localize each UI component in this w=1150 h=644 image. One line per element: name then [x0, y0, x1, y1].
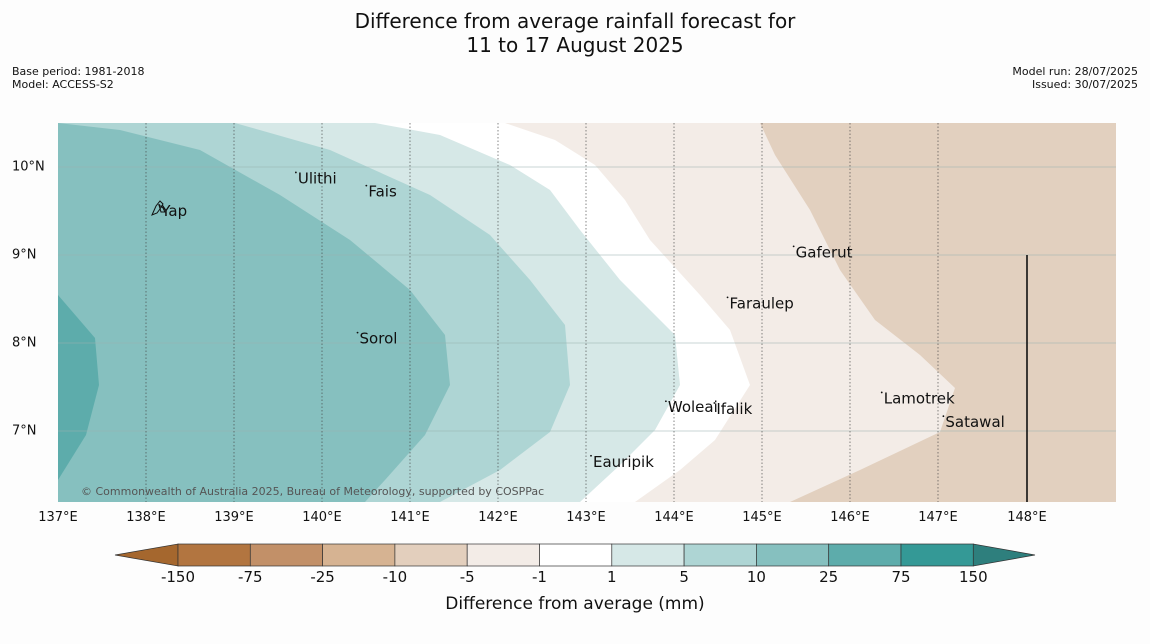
- map-title: Difference from average rainfall forecas…: [0, 9, 1150, 57]
- place-label-ifalik: Ifalik: [716, 400, 752, 418]
- lat-tick-7: 7°N: [12, 423, 37, 439]
- island-dot-faraulep: [726, 296, 729, 299]
- colorbar-label: 1: [607, 568, 617, 586]
- zone-25-to-75: [58, 295, 99, 480]
- model-text: Model: ACCESS-S2: [12, 78, 114, 91]
- zone-10-to-25: [58, 123, 450, 502]
- colorbar-segment-10: [828, 543, 902, 567]
- place-labels: Yap Ulithi Fais Gaferut Faraulep Sorol WoleaiI…: [158, 169, 1005, 471]
- colorbar-label: 75: [891, 568, 911, 586]
- colorbar-label: 150: [958, 568, 988, 586]
- colorbar-segment-5: [466, 543, 540, 567]
- lat-tick-8: 8°N: [12, 335, 37, 351]
- colorbar-label: -75: [238, 568, 263, 586]
- lon-tick-142: 142°E: [478, 510, 518, 525]
- place-label-fais: Fais: [368, 183, 397, 201]
- yap-island-shape: [151, 200, 166, 216]
- map-plot-area: [58, 123, 1116, 502]
- lon-tick-147: 147°E: [918, 510, 958, 525]
- colorbar-segment-11: [900, 543, 974, 567]
- lon-tick-137: 137°E: [38, 510, 78, 525]
- colorbar-segment-6: [539, 543, 613, 567]
- lon-tick-143: 143°E: [566, 510, 606, 525]
- colorbar-segment-2: [249, 543, 323, 567]
- place-label-yap: Yap: [160, 202, 187, 220]
- copyright-text: © Commonwealth of Australia 2025, Bureau…: [81, 485, 545, 498]
- lon-tick-145: 145°E: [742, 510, 782, 525]
- longitude-gridlines: [145, 123, 939, 502]
- colorbar-label: 25: [819, 568, 839, 586]
- colorbar-label: -10: [382, 568, 408, 586]
- place-label-satawal: Satawal: [945, 413, 1004, 431]
- colorbar-segment-9: [756, 543, 830, 567]
- lon-tick-140: 140°E: [302, 510, 342, 525]
- colorbar-label: -1: [532, 568, 547, 586]
- meta-right: Model run: 28/07/2025 Issued: 30/07/2025: [1012, 65, 1138, 91]
- place-label-faraulep: Faraulep: [730, 294, 794, 312]
- lat-tick-10: 10°N: [12, 159, 45, 175]
- place-label-woleai: Woleai: [668, 398, 718, 416]
- place-label-eauripik: Eauripik: [593, 453, 654, 471]
- colorbar-extend-low: [114, 543, 179, 567]
- meta-left: Base period: 1981-2018 Model: ACCESS-S2: [12, 65, 144, 91]
- colorbar-title: Difference from average (mm): [445, 594, 705, 614]
- model-run-text: Model run: 28/07/2025: [1012, 65, 1138, 78]
- colorbar-segment-8: [683, 543, 757, 567]
- island-dot-fais: [365, 184, 368, 187]
- lon-tick-148: 148°E: [1007, 510, 1047, 525]
- lon-tick-138: 138°E: [126, 510, 166, 525]
- place-label-sorol: Sorol: [360, 330, 398, 348]
- colorbar-segment-3: [322, 543, 396, 567]
- island-dot-satawal: [942, 415, 945, 418]
- island-dot-eauripik: [590, 454, 592, 457]
- base-period-text: Base period: 1981-2018: [12, 65, 145, 78]
- title-line-2: 11 to 17 August 2025: [466, 33, 684, 57]
- island-dot-ulithi: [294, 171, 297, 174]
- place-label-gaferut: Gaferut: [796, 243, 853, 261]
- colorbar-segment-1: [177, 543, 251, 567]
- colorbar: [114, 543, 1036, 567]
- island-dot-lamotrek: [880, 391, 883, 394]
- colorbar-label: -25: [310, 568, 335, 586]
- lon-tick-144: 144°E: [654, 510, 694, 525]
- lon-tick-146: 146°E: [830, 510, 870, 525]
- lon-tick-139: 139°E: [214, 510, 254, 525]
- island-dot-yap: [158, 204, 161, 206]
- colorbar-label: -5: [459, 568, 475, 586]
- place-label-lamotrek: Lamotrek: [884, 389, 955, 407]
- colorbar-label: -150: [160, 568, 196, 586]
- lat-tick-9: 9°N: [12, 247, 37, 263]
- title-line-1: Difference from average rainfall forecas…: [354, 9, 796, 33]
- colorbar-segment-4: [394, 543, 468, 567]
- island-dot-woleai: [664, 400, 667, 403]
- island-dot-sorol: [356, 331, 359, 334]
- colorbar-label: 5: [679, 568, 689, 586]
- place-label-ulithi: Ulithi: [298, 169, 337, 187]
- lon-tick-141: 141°E: [390, 510, 430, 525]
- island-dot-gaferut: [792, 245, 795, 248]
- colorbar-label: 10: [746, 568, 766, 586]
- colorbar-extend-high: [972, 543, 1036, 567]
- issued-text: Issued: 30/07/2025: [1031, 78, 1138, 91]
- island-dot-ifalik: [713, 402, 716, 404]
- colorbar-segment-7: [611, 543, 685, 567]
